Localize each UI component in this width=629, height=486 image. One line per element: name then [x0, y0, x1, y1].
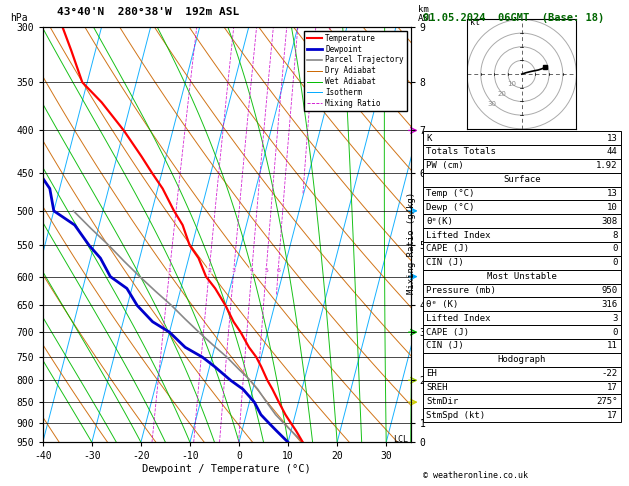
- Text: 11: 11: [607, 341, 618, 350]
- Text: CAPE (J): CAPE (J): [426, 244, 469, 254]
- Text: Totals Totals: Totals Totals: [426, 147, 496, 156]
- Text: CAPE (J): CAPE (J): [426, 328, 469, 337]
- Legend: Temperature, Dewpoint, Parcel Trajectory, Dry Adiabat, Wet Adiabat, Isotherm, Mi: Temperature, Dewpoint, Parcel Trajectory…: [304, 31, 407, 111]
- Text: 17: 17: [607, 383, 618, 392]
- Text: kt: kt: [470, 18, 480, 27]
- Text: 3: 3: [612, 313, 618, 323]
- Text: 17: 17: [607, 411, 618, 420]
- Text: 275°: 275°: [596, 397, 618, 406]
- Text: Most Unstable: Most Unstable: [487, 272, 557, 281]
- Text: 2: 2: [207, 268, 211, 273]
- Text: 30: 30: [487, 101, 497, 106]
- Text: θᵉ (K): θᵉ (K): [426, 300, 459, 309]
- Text: 0: 0: [612, 258, 618, 267]
- Text: CIN (J): CIN (J): [426, 258, 464, 267]
- Text: 44: 44: [607, 147, 618, 156]
- Text: StmSpd (kt): StmSpd (kt): [426, 411, 486, 420]
- Text: 13: 13: [607, 134, 618, 143]
- Text: K: K: [426, 134, 432, 143]
- Text: 20: 20: [498, 91, 506, 97]
- Text: 13: 13: [607, 189, 618, 198]
- Text: Mixing Ratio (g/kg): Mixing Ratio (g/kg): [408, 192, 416, 294]
- Text: StmDir: StmDir: [426, 397, 459, 406]
- Text: SREH: SREH: [426, 383, 448, 392]
- Text: θᵉ(K): θᵉ(K): [426, 217, 454, 226]
- Text: Temp (°C): Temp (°C): [426, 189, 475, 198]
- Text: 1: 1: [168, 268, 172, 273]
- Text: 10: 10: [508, 81, 516, 87]
- Text: Dewp (°C): Dewp (°C): [426, 203, 475, 212]
- Text: 6: 6: [276, 268, 280, 273]
- Text: PW (cm): PW (cm): [426, 161, 464, 171]
- Text: © weatheronline.co.uk: © weatheronline.co.uk: [423, 470, 528, 480]
- Text: 5: 5: [264, 268, 268, 273]
- Text: 10: 10: [607, 203, 618, 212]
- Text: 8: 8: [612, 230, 618, 240]
- Text: 316: 316: [601, 300, 618, 309]
- X-axis label: Dewpoint / Temperature (°C): Dewpoint / Temperature (°C): [142, 464, 311, 474]
- Text: CIN (J): CIN (J): [426, 341, 464, 350]
- Text: LCL: LCL: [393, 435, 408, 444]
- Text: 1.92: 1.92: [596, 161, 618, 171]
- Text: 3: 3: [231, 268, 236, 273]
- Text: hPa: hPa: [9, 13, 27, 22]
- Text: Lifted Index: Lifted Index: [426, 313, 491, 323]
- Text: EH: EH: [426, 369, 437, 378]
- Text: 01.05.2024  06GMT  (Base: 18): 01.05.2024 06GMT (Base: 18): [423, 13, 604, 23]
- Text: km
ASL: km ASL: [418, 4, 434, 22]
- Text: 950: 950: [601, 286, 618, 295]
- Text: 4: 4: [250, 268, 254, 273]
- Text: 43°40'N  280°38'W  192m ASL: 43°40'N 280°38'W 192m ASL: [57, 7, 239, 17]
- Text: Surface: Surface: [503, 175, 540, 184]
- Text: Lifted Index: Lifted Index: [426, 230, 491, 240]
- Text: -22: -22: [601, 369, 618, 378]
- Text: Pressure (mb): Pressure (mb): [426, 286, 496, 295]
- Text: Hodograph: Hodograph: [498, 355, 546, 364]
- Text: 0: 0: [612, 244, 618, 254]
- Text: 0: 0: [612, 328, 618, 337]
- Text: 308: 308: [601, 217, 618, 226]
